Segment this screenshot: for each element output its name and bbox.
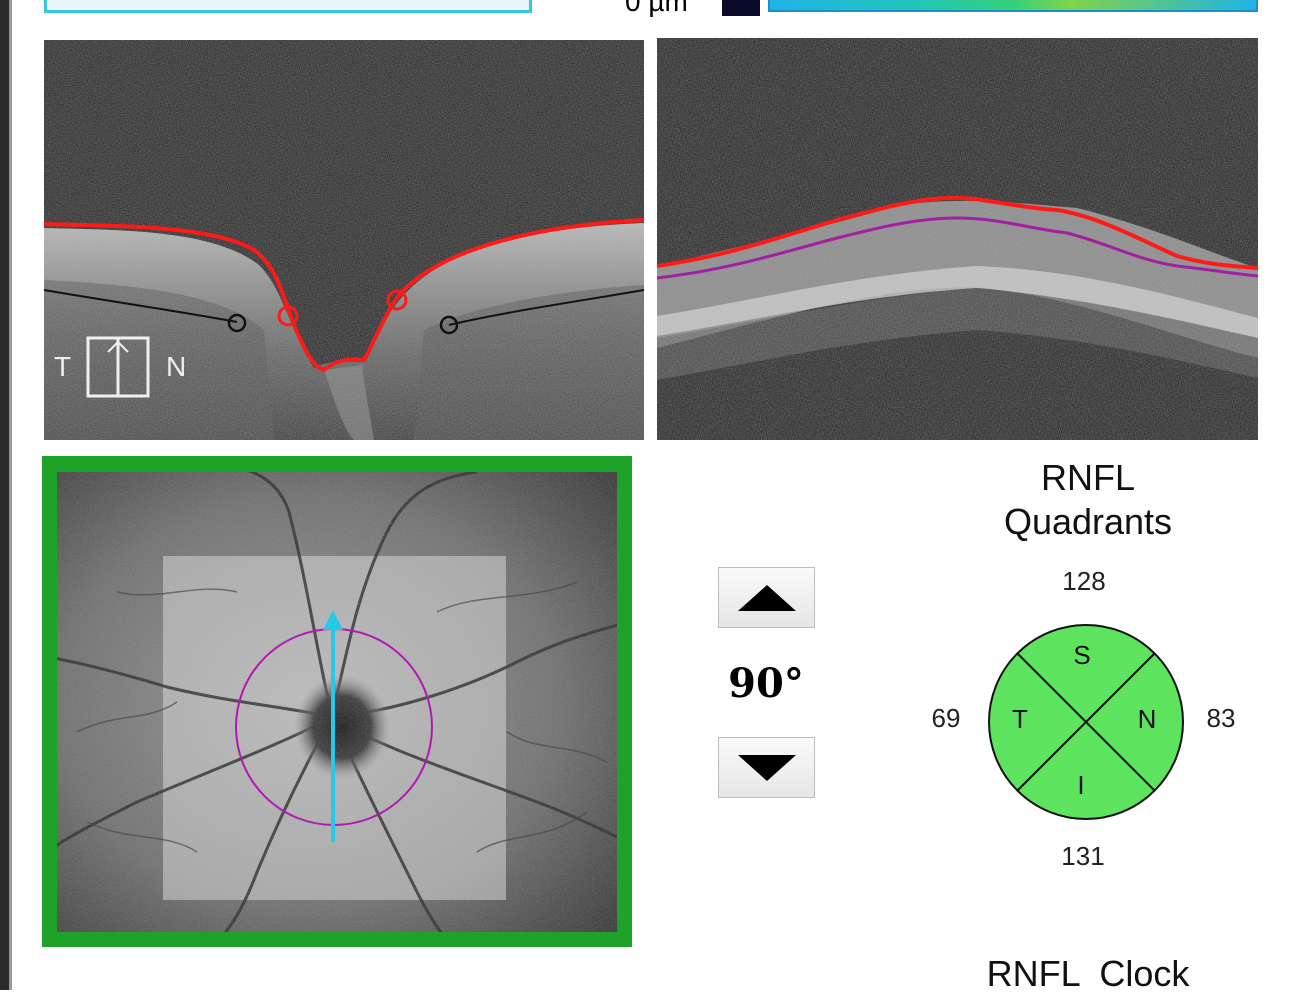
bmo-marker-left[interactable] [227, 313, 247, 333]
bmo-reference-line-right [448, 289, 644, 326]
rnfl-title-line1: RNFL [1040, 457, 1135, 498]
rnfl-quadrant-chart: S T N I [986, 622, 1186, 822]
window-left-border-shade [9, 0, 12, 990]
inferior-quadrant-value: 131 [1061, 841, 1105, 871]
window-left-border [0, 0, 9, 990]
bscan-rnfl-circle [657, 38, 1258, 440]
bmo-reference-line-left [44, 289, 238, 323]
temporal-quadrant-value: 69 [931, 703, 961, 733]
orientation-temporal-label: T [54, 351, 71, 382]
superior-quadrant-value: 128 [1062, 566, 1106, 596]
triangle-up-icon [737, 584, 796, 611]
fundus-image[interactable] [57, 472, 617, 932]
quadrant-label-superior: S [1073, 640, 1090, 670]
rnfl-inner-boundary [657, 216, 1258, 280]
rnfl-clock-title: RNFL Clock [986, 953, 1190, 994]
bscan-optic-disc: T N [44, 40, 644, 440]
rnfl-title-line2: Quadrants [1003, 501, 1173, 542]
orientation-nasal-label: N [166, 351, 186, 382]
angle-value: 90° [728, 660, 804, 707]
orientation-indicator: T N [54, 336, 186, 398]
cup-marker-right[interactable] [386, 289, 408, 311]
cup-marker-left[interactable] [277, 305, 299, 327]
top-thumbnail-frame [44, 0, 532, 13]
ilm-boundary-line [44, 218, 644, 373]
rnfl-quadrants-title: RNFL Quadrants [940, 456, 1236, 544]
scan-arrow-head-icon [323, 610, 343, 630]
quadrant-label-inferior: I [1077, 770, 1084, 800]
quadrant-label-temporal: T [1012, 704, 1028, 734]
rnfl-outer-boundary [657, 195, 1258, 270]
thickness-colorbar [768, 0, 1258, 12]
bmo-marker-right[interactable] [439, 315, 459, 335]
angle-up-button[interactable] [718, 567, 815, 628]
nasal-quadrant-value: 83 [1206, 703, 1236, 733]
triangle-down-icon [737, 754, 796, 781]
quadrant-label-nasal: N [1138, 704, 1157, 734]
scale-swatch [722, 0, 760, 16]
thickness-scale-label: 0 µm [625, 0, 688, 17]
angle-down-button[interactable] [718, 737, 815, 798]
